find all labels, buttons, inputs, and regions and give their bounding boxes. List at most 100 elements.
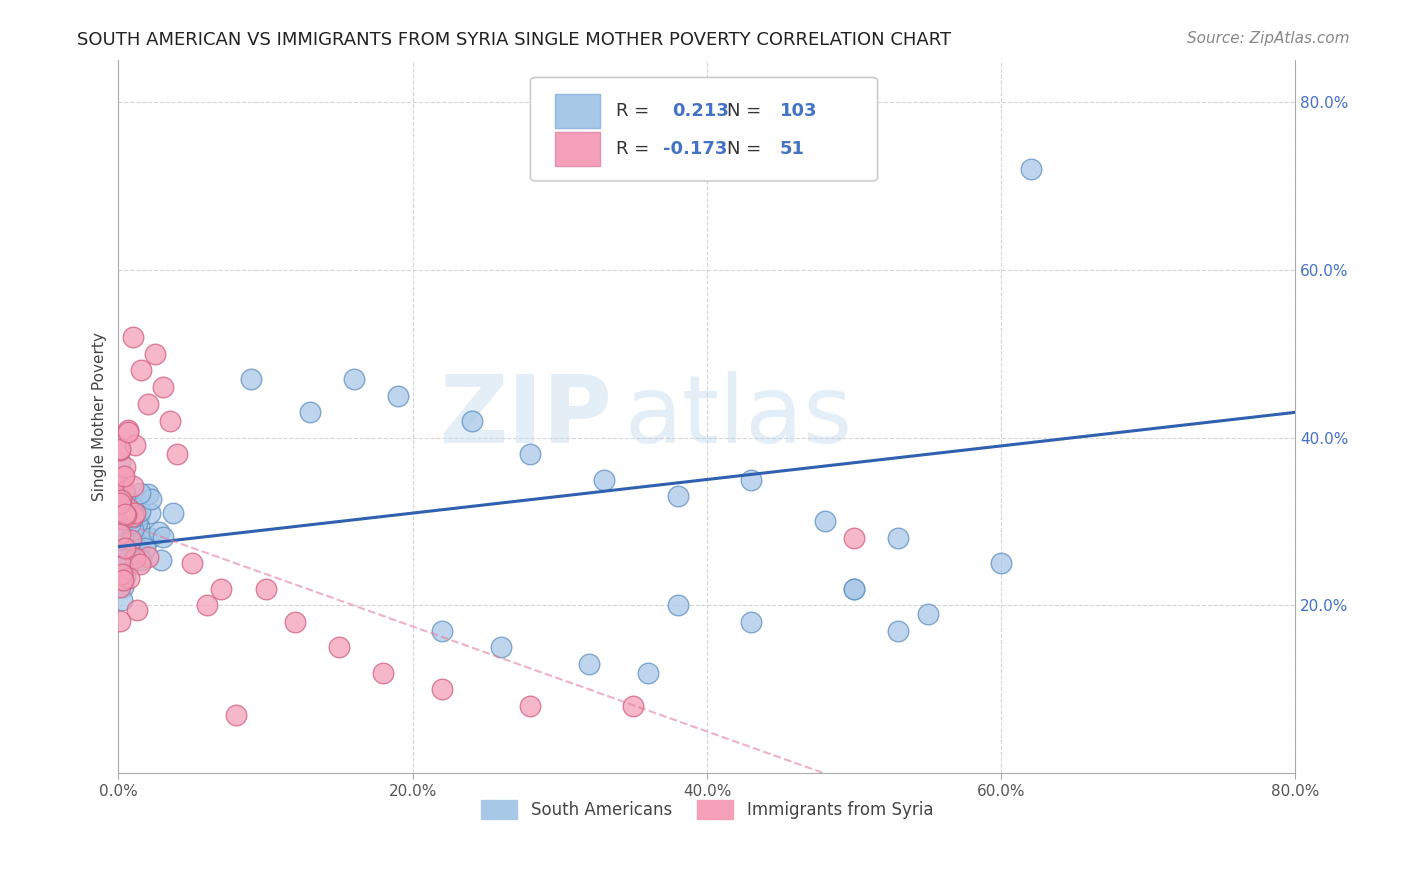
Point bbox=[112, 471, 135, 485]
Point bbox=[117, 425, 139, 439]
Point bbox=[111, 510, 134, 524]
Point bbox=[121, 523, 143, 537]
Point bbox=[128, 485, 150, 500]
Point bbox=[115, 492, 138, 507]
Point bbox=[122, 330, 145, 344]
Point bbox=[108, 510, 131, 524]
Point bbox=[136, 549, 159, 564]
Point bbox=[114, 507, 136, 521]
Point bbox=[115, 491, 138, 506]
Text: SOUTH AMERICAN VS IMMIGRANTS FROM SYRIA SINGLE MOTHER POVERTY CORRELATION CHART: SOUTH AMERICAN VS IMMIGRANTS FROM SYRIA … bbox=[77, 31, 952, 49]
Point bbox=[120, 517, 142, 532]
Point bbox=[129, 363, 152, 377]
Text: N =: N = bbox=[727, 102, 766, 120]
Point bbox=[108, 614, 131, 628]
Point bbox=[127, 516, 149, 531]
Point bbox=[298, 405, 321, 419]
Point bbox=[519, 447, 541, 461]
Point bbox=[112, 507, 135, 521]
Point bbox=[114, 484, 136, 499]
Point bbox=[118, 572, 141, 586]
Point bbox=[387, 388, 409, 402]
Point bbox=[114, 508, 136, 522]
Point bbox=[621, 699, 644, 714]
Text: R =: R = bbox=[616, 102, 655, 120]
Point bbox=[136, 487, 159, 501]
Point bbox=[637, 665, 659, 680]
Point bbox=[195, 599, 218, 613]
Y-axis label: Single Mother Poverty: Single Mother Poverty bbox=[93, 332, 107, 501]
Point bbox=[111, 580, 134, 594]
Point bbox=[108, 496, 131, 510]
Point bbox=[125, 603, 148, 617]
Point bbox=[150, 553, 173, 567]
Point bbox=[141, 491, 163, 506]
Point bbox=[124, 438, 146, 452]
Point bbox=[143, 346, 166, 360]
Text: -0.173: -0.173 bbox=[664, 140, 728, 158]
Point bbox=[162, 507, 184, 521]
Point bbox=[117, 507, 139, 521]
Point bbox=[115, 530, 138, 544]
Point bbox=[209, 582, 232, 596]
Point bbox=[111, 530, 134, 544]
Text: Source: ZipAtlas.com: Source: ZipAtlas.com bbox=[1187, 31, 1350, 46]
Point bbox=[111, 512, 134, 526]
Point bbox=[127, 530, 149, 544]
Point bbox=[108, 455, 131, 469]
Point bbox=[110, 593, 132, 607]
Point bbox=[110, 503, 132, 517]
Point bbox=[593, 473, 616, 487]
Point bbox=[284, 615, 307, 630]
Point bbox=[127, 511, 149, 525]
Point bbox=[152, 530, 174, 544]
Point bbox=[120, 536, 142, 550]
Point bbox=[114, 460, 136, 475]
Point bbox=[125, 536, 148, 550]
Point bbox=[124, 506, 146, 520]
Point bbox=[138, 506, 160, 520]
Point bbox=[120, 509, 142, 524]
Point bbox=[120, 533, 142, 548]
Point bbox=[110, 513, 132, 527]
Point bbox=[117, 554, 139, 568]
Point bbox=[111, 573, 134, 587]
Point bbox=[111, 490, 134, 504]
Point bbox=[117, 558, 139, 572]
Point bbox=[120, 515, 142, 529]
Text: 103: 103 bbox=[780, 102, 817, 120]
Text: 51: 51 bbox=[780, 140, 804, 158]
Point bbox=[122, 479, 145, 493]
Point bbox=[842, 582, 865, 596]
Point bbox=[128, 508, 150, 522]
Point bbox=[112, 562, 135, 576]
Point bbox=[115, 511, 138, 525]
Point bbox=[110, 442, 132, 456]
Point bbox=[430, 624, 453, 638]
Point bbox=[108, 527, 131, 541]
Point bbox=[1019, 161, 1042, 176]
Point bbox=[114, 504, 136, 518]
Point bbox=[108, 521, 131, 535]
Point bbox=[666, 489, 689, 503]
Point bbox=[124, 533, 146, 548]
Point bbox=[842, 582, 865, 596]
Point bbox=[110, 556, 132, 570]
Point bbox=[114, 519, 136, 533]
Point bbox=[128, 503, 150, 517]
Point bbox=[181, 557, 204, 571]
Point bbox=[111, 559, 134, 574]
FancyBboxPatch shape bbox=[530, 78, 877, 181]
Point bbox=[159, 414, 181, 428]
Point bbox=[117, 423, 139, 437]
Point bbox=[117, 500, 139, 515]
Point bbox=[108, 515, 131, 529]
Legend: South Americans, Immigrants from Syria: South Americans, Immigrants from Syria bbox=[474, 793, 941, 826]
Point bbox=[239, 372, 262, 386]
Point bbox=[578, 657, 600, 672]
Point bbox=[108, 508, 131, 523]
Point bbox=[110, 539, 132, 553]
Point bbox=[128, 517, 150, 532]
Point bbox=[108, 552, 131, 566]
Point bbox=[343, 372, 366, 386]
